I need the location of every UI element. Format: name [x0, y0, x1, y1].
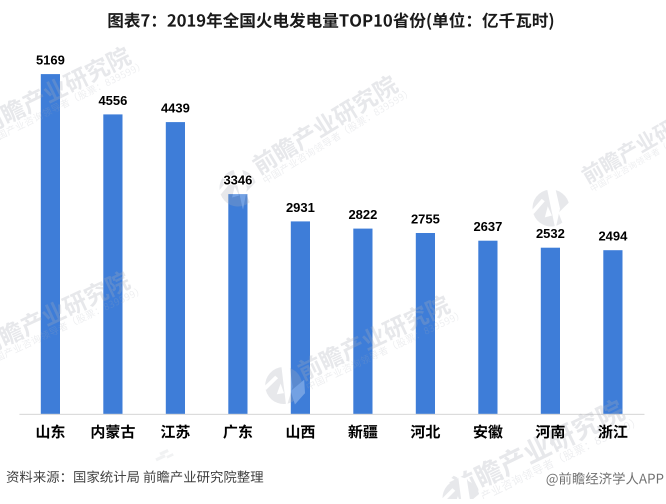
svg-text:5169: 5169: [36, 53, 65, 68]
svg-text:2494: 2494: [598, 229, 628, 244]
svg-text:2755: 2755: [411, 211, 440, 226]
svg-text:2822: 2822: [348, 207, 377, 222]
svg-text:4556: 4556: [98, 93, 127, 108]
svg-text:2637: 2637: [473, 219, 502, 234]
svg-text:3346: 3346: [223, 173, 252, 188]
svg-text:2931: 2931: [286, 200, 315, 215]
svg-text:4439: 4439: [161, 101, 190, 116]
svg-text:2532: 2532: [536, 226, 565, 241]
